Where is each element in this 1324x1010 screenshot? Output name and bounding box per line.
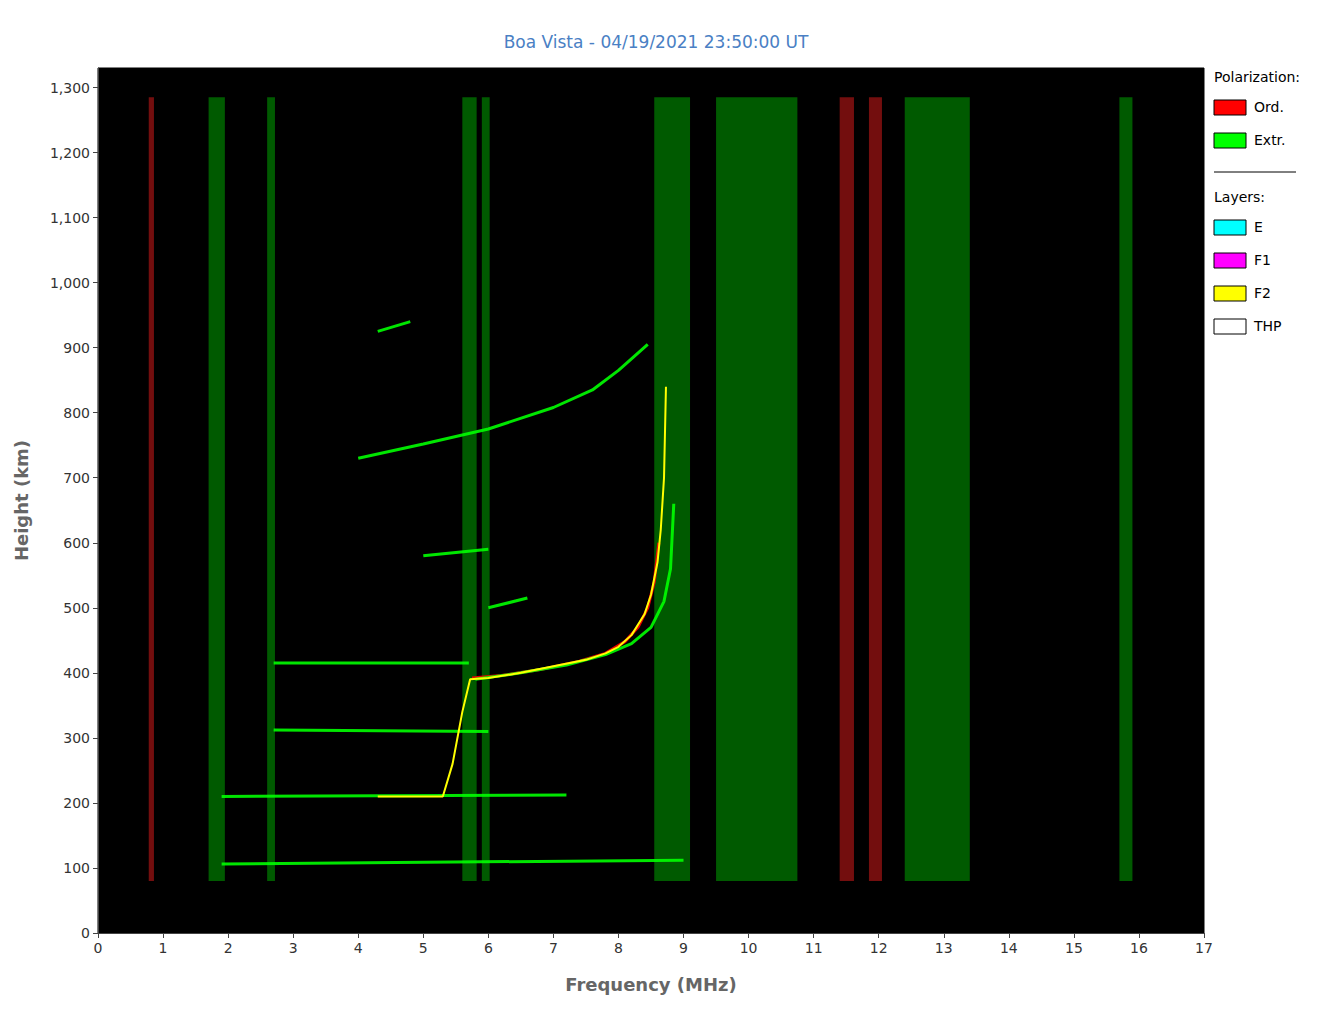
svg-text:Extr.: Extr. xyxy=(1254,132,1286,148)
svg-text:THP: THP xyxy=(1253,318,1282,334)
svg-text:Ord.: Ord. xyxy=(1254,99,1284,115)
svg-text:4: 4 xyxy=(354,940,363,956)
svg-text:600: 600 xyxy=(63,535,90,551)
svg-text:9: 9 xyxy=(679,940,688,956)
svg-text:7: 7 xyxy=(549,940,558,956)
svg-text:0: 0 xyxy=(94,940,103,956)
svg-text:14: 14 xyxy=(1000,940,1018,956)
svg-text:1,100: 1,100 xyxy=(50,210,90,226)
svg-text:800: 800 xyxy=(63,405,90,421)
svg-text:100: 100 xyxy=(63,860,90,876)
svg-text:1: 1 xyxy=(159,940,168,956)
svg-text:8: 8 xyxy=(614,940,623,956)
svg-text:0: 0 xyxy=(81,925,90,941)
svg-text:5: 5 xyxy=(419,940,428,956)
svg-text:2: 2 xyxy=(224,940,233,956)
svg-text:1,300: 1,300 xyxy=(50,80,90,96)
svg-text:6: 6 xyxy=(484,940,493,956)
svg-text:Layers:: Layers: xyxy=(1214,189,1265,205)
svg-text:500: 500 xyxy=(63,600,90,616)
svg-text:3: 3 xyxy=(289,940,298,956)
svg-text:F2: F2 xyxy=(1254,285,1271,301)
svg-text:400: 400 xyxy=(63,665,90,681)
svg-text:10: 10 xyxy=(740,940,758,956)
svg-text:700: 700 xyxy=(63,470,90,486)
svg-text:11: 11 xyxy=(805,940,823,956)
svg-text:12: 12 xyxy=(870,940,888,956)
svg-text:900: 900 xyxy=(63,340,90,356)
svg-text:13: 13 xyxy=(935,940,953,956)
svg-text:E: E xyxy=(1254,219,1263,235)
svg-text:15: 15 xyxy=(1065,940,1083,956)
svg-text:Boa Vista - 04/19/2021 23:50:0: Boa Vista - 04/19/2021 23:50:00 UT xyxy=(504,32,809,52)
svg-text:1,000: 1,000 xyxy=(50,275,90,291)
svg-text:16: 16 xyxy=(1130,940,1148,956)
svg-text:1,200: 1,200 xyxy=(50,145,90,161)
svg-text:Height (km): Height (km) xyxy=(11,440,32,561)
svg-text:17: 17 xyxy=(1195,940,1213,956)
svg-text:Frequency (MHz): Frequency (MHz) xyxy=(565,974,737,995)
svg-text:Polarization:: Polarization: xyxy=(1214,69,1300,85)
svg-text:200: 200 xyxy=(63,795,90,811)
svg-text:F1: F1 xyxy=(1254,252,1271,268)
svg-text:300: 300 xyxy=(63,730,90,746)
